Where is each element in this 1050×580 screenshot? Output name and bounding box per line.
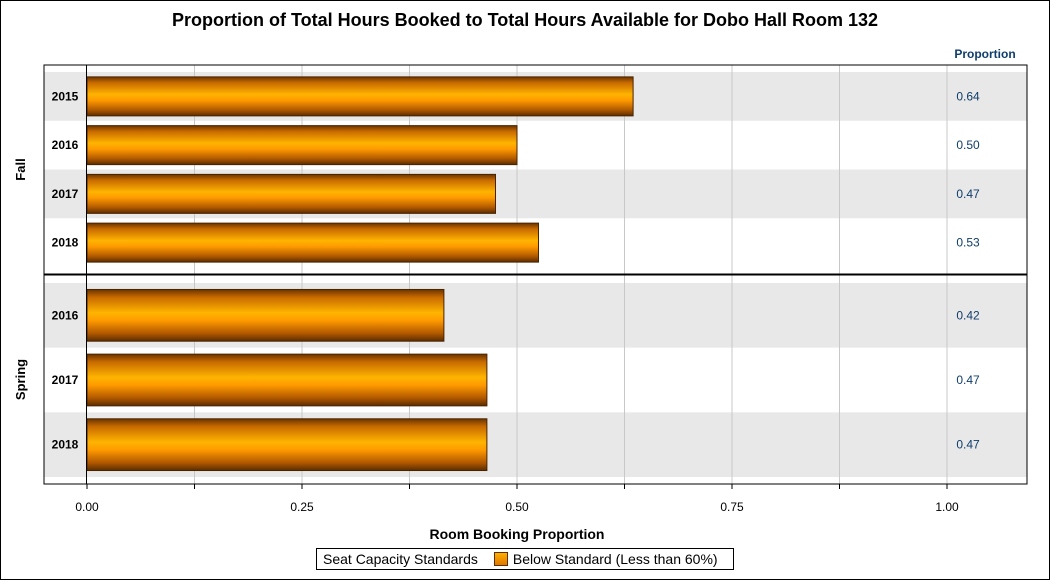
group-label: Fall — [13, 158, 28, 180]
category-label: 2018 — [52, 236, 79, 250]
stat-value: 0.47 — [956, 373, 980, 387]
bar — [86, 76, 634, 117]
category-label: 2016 — [52, 308, 79, 322]
x-tick-label: 1.00 — [935, 500, 959, 514]
x-axis-label: Room Booking Proportion — [429, 526, 605, 542]
stat-value: 0.47 — [956, 187, 980, 201]
x-tick-label: 0.50 — [505, 500, 529, 514]
category-label: 2018 — [52, 438, 79, 452]
x-tick-label: 0.00 — [75, 500, 99, 514]
bar — [86, 418, 488, 472]
bar — [86, 288, 445, 342]
bar — [86, 222, 539, 263]
stat-value: 0.64 — [956, 89, 980, 103]
x-tick-label: 0.25 — [290, 500, 314, 514]
chart-title: Proportion of Total Hours Booked to Tota… — [171, 10, 879, 30]
bar — [86, 173, 496, 214]
stat-value: 0.47 — [956, 438, 980, 452]
group-label: Spring — [13, 359, 28, 400]
stat-column-header: Proportion — [954, 47, 1016, 61]
category-label: 2016 — [52, 138, 79, 152]
category-label: 2017 — [52, 187, 79, 201]
category-label: 2017 — [52, 373, 79, 387]
legend-entry-label: Below Standard (Less than 60%) — [512, 551, 718, 567]
x-tick-label: 0.75 — [720, 500, 744, 514]
category-label: 2015 — [52, 89, 79, 103]
stat-value: 0.42 — [956, 308, 980, 322]
bar — [86, 353, 488, 407]
legend-swatch — [493, 552, 508, 566]
bar — [86, 125, 518, 166]
stat-value: 0.50 — [956, 138, 980, 152]
legend: Seat Capacity Standards Below Standard (… — [316, 548, 734, 570]
legend-title: Seat Capacity Standards — [323, 551, 478, 567]
stat-value: 0.53 — [956, 236, 980, 250]
